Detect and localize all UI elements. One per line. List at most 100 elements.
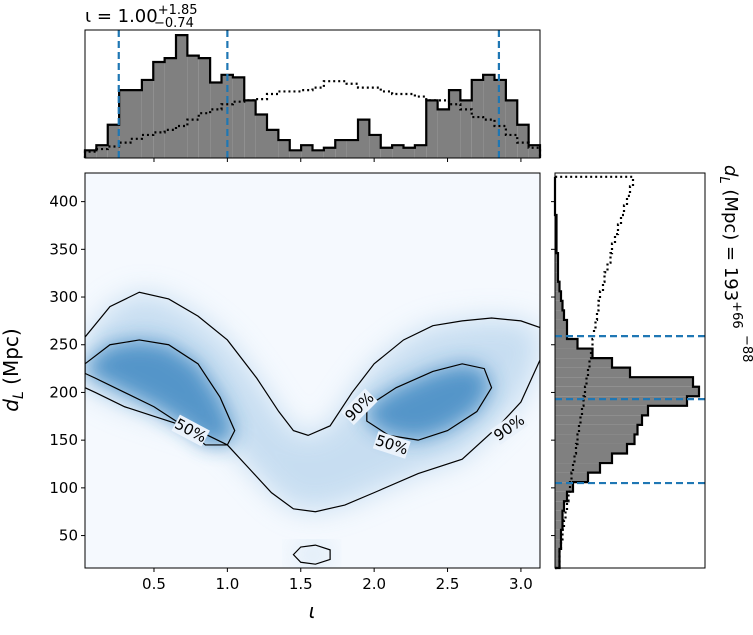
hist-bar bbox=[555, 348, 593, 359]
hist-bar bbox=[555, 510, 563, 521]
hist-bar bbox=[244, 100, 256, 158]
hist-bar bbox=[555, 529, 561, 540]
hist-bar bbox=[221, 74, 233, 158]
hist-bar bbox=[555, 424, 638, 435]
contour-line bbox=[366, 363, 493, 441]
hist-bar bbox=[141, 79, 154, 158]
top-title: ι = 1.00+1.85 bbox=[85, 3, 198, 27]
x-tick-label: 0.5 bbox=[142, 575, 166, 593]
hist-bar bbox=[369, 134, 381, 158]
y-tick-label: 50 bbox=[59, 527, 78, 545]
hist-bar bbox=[505, 100, 518, 158]
contour-line bbox=[85, 339, 236, 446]
right-title-sub: −88 bbox=[739, 335, 753, 362]
axes-frame bbox=[84, 172, 541, 569]
x-tick-label: 2.5 bbox=[436, 575, 460, 593]
hist-outline bbox=[83, 34, 542, 158]
hist-bar bbox=[232, 77, 245, 158]
hist-bar bbox=[555, 539, 561, 549]
hist-bar bbox=[555, 482, 573, 492]
x-tick-label: 3.0 bbox=[509, 575, 533, 593]
hist-bar bbox=[85, 150, 97, 158]
contour-label-bg bbox=[341, 388, 378, 426]
x-axis-label: ι bbox=[309, 599, 316, 623]
hist-bar bbox=[392, 145, 404, 158]
hist-bar bbox=[187, 55, 199, 158]
hist-bar bbox=[517, 124, 529, 158]
hist-bar bbox=[555, 491, 567, 502]
hist-bar bbox=[210, 82, 222, 158]
hist-bar bbox=[555, 319, 567, 330]
hist-bar bbox=[555, 367, 630, 378]
hist-outline bbox=[553, 176, 701, 570]
hist-bar bbox=[555, 443, 627, 454]
axes-frame bbox=[554, 172, 706, 569]
hist-bar bbox=[323, 147, 336, 158]
hist-bar bbox=[471, 79, 484, 158]
y-tick-label: 100 bbox=[49, 479, 78, 497]
top-title-sub: −0.74 bbox=[154, 16, 194, 31]
hist-bar bbox=[555, 358, 612, 368]
hist-bar bbox=[403, 147, 415, 158]
hist-bar bbox=[380, 147, 393, 158]
axes-frame bbox=[84, 29, 541, 159]
hist-bar bbox=[555, 415, 642, 425]
density-blob bbox=[85, 339, 235, 445]
hist-bar bbox=[555, 329, 567, 340]
x-tick-label: 2.0 bbox=[362, 575, 386, 593]
density-blob bbox=[85, 292, 540, 512]
hist-bar bbox=[555, 472, 588, 483]
hist-bar bbox=[555, 434, 635, 444]
hist-bar bbox=[528, 145, 540, 158]
contour-label-bg bbox=[171, 414, 210, 447]
hist-bar bbox=[555, 377, 693, 387]
overlay: 0.5 1.0 1.5 2.0 2.5 3.0 50 100 150 200 250 300 350 40… bbox=[49, 29, 706, 593]
x-tick-label: 1.0 bbox=[215, 575, 239, 593]
hist-bar bbox=[555, 272, 558, 282]
hist-bar bbox=[153, 62, 165, 158]
hist-bar bbox=[346, 140, 358, 158]
hist-bar bbox=[267, 129, 279, 158]
hist-bar bbox=[335, 140, 347, 158]
hist-bar bbox=[555, 558, 560, 568]
hist-bar bbox=[555, 520, 563, 530]
contour-line bbox=[292, 544, 331, 565]
hist-bar bbox=[555, 453, 612, 464]
y-axis-label: dL (Mpc) bbox=[0, 328, 27, 411]
hist-bar bbox=[555, 405, 648, 416]
hist-bar bbox=[555, 310, 564, 320]
y-tick-label: 350 bbox=[49, 240, 78, 258]
hist-bar bbox=[130, 90, 142, 158]
hist-bar bbox=[107, 124, 120, 158]
right-title: dL (Mpc) = 193+66 bbox=[716, 165, 744, 329]
hist-bar bbox=[555, 396, 687, 406]
hist-bar bbox=[289, 150, 302, 158]
hist-bar bbox=[555, 339, 578, 349]
hist-bar bbox=[278, 140, 290, 158]
y-tick-label: 400 bbox=[49, 193, 78, 211]
density bbox=[85, 292, 540, 565]
contour-label-bg bbox=[490, 410, 529, 445]
hist-bar bbox=[555, 281, 560, 292]
hist-bar bbox=[255, 114, 267, 158]
hist-bar bbox=[555, 463, 600, 473]
y-tick-label: 300 bbox=[49, 288, 78, 306]
hist-bar bbox=[414, 145, 427, 158]
hist-bar bbox=[437, 109, 449, 158]
hist-bar bbox=[449, 90, 461, 158]
y-tick-label: 150 bbox=[49, 431, 78, 449]
hist-bar bbox=[483, 74, 495, 158]
hist-bar bbox=[301, 145, 313, 158]
hist-bar bbox=[460, 100, 472, 158]
hist-bar bbox=[555, 291, 561, 301]
hist-bar bbox=[555, 262, 558, 273]
hist-bar bbox=[312, 150, 324, 158]
hist-bar bbox=[358, 119, 370, 158]
contour-label-bg bbox=[372, 431, 411, 459]
density-blob bbox=[366, 363, 492, 441]
hist-bar bbox=[494, 79, 506, 158]
x-tick-label: 1.5 bbox=[289, 575, 313, 593]
hist-bar bbox=[96, 145, 108, 158]
hist-bar bbox=[426, 100, 438, 158]
